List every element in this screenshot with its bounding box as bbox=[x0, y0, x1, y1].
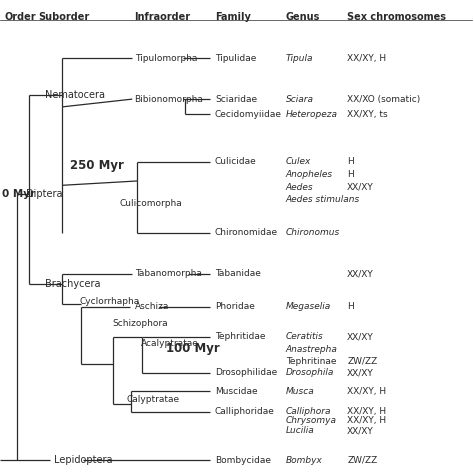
Text: ZW/ZZ: ZW/ZZ bbox=[347, 456, 377, 465]
Text: XX/XO (somatic): XX/XO (somatic) bbox=[347, 95, 420, 104]
Text: Tipulomorpha: Tipulomorpha bbox=[135, 54, 197, 63]
Text: Nematocera: Nematocera bbox=[45, 90, 105, 100]
Text: XX/XY, H: XX/XY, H bbox=[347, 417, 386, 426]
Text: Sex chromosomes: Sex chromosomes bbox=[347, 12, 446, 22]
Text: Cyclorrhapha: Cyclorrhapha bbox=[79, 297, 140, 306]
Text: Tephritidae: Tephritidae bbox=[215, 332, 265, 341]
Text: XX/XY: XX/XY bbox=[347, 183, 374, 192]
Text: Culex: Culex bbox=[286, 157, 311, 166]
Text: Drosophilidae: Drosophilidae bbox=[215, 368, 277, 377]
Text: 100 Myr: 100 Myr bbox=[166, 342, 220, 355]
Text: 250 Myr: 250 Myr bbox=[70, 159, 124, 173]
Text: Bibionomorpha: Bibionomorpha bbox=[135, 95, 203, 104]
Text: Diptera: Diptera bbox=[26, 189, 63, 199]
Text: Tabanidae: Tabanidae bbox=[215, 269, 261, 278]
Text: Family: Family bbox=[215, 12, 251, 22]
Text: XX/XY: XX/XY bbox=[347, 427, 374, 436]
Text: Lepidoptera: Lepidoptera bbox=[55, 455, 113, 465]
Text: Order: Order bbox=[5, 12, 36, 22]
Text: Tipulidae: Tipulidae bbox=[215, 54, 256, 63]
Text: XX/XY: XX/XY bbox=[347, 332, 374, 341]
Text: Infraorder: Infraorder bbox=[135, 12, 191, 22]
Text: Tephritinae: Tephritinae bbox=[286, 356, 336, 365]
Text: Chrysomya: Chrysomya bbox=[286, 417, 337, 426]
Text: Sciara: Sciara bbox=[286, 95, 314, 104]
Text: Megaselia: Megaselia bbox=[286, 302, 331, 311]
Text: XX/XY, H: XX/XY, H bbox=[347, 387, 386, 396]
Text: Lucilia: Lucilia bbox=[286, 427, 315, 436]
Text: Heteropeza: Heteropeza bbox=[286, 109, 338, 118]
Text: XX/XY, ts: XX/XY, ts bbox=[347, 109, 388, 118]
Text: H: H bbox=[347, 170, 354, 179]
Text: Schizophora: Schizophora bbox=[112, 319, 168, 328]
Text: H: H bbox=[347, 157, 354, 166]
Text: Anopheles: Anopheles bbox=[286, 170, 333, 179]
Text: Tabanomorpha: Tabanomorpha bbox=[135, 269, 201, 278]
Text: Brachycera: Brachycera bbox=[45, 279, 100, 290]
Text: Culicidae: Culicidae bbox=[215, 157, 256, 166]
Text: Cecidomyiidae: Cecidomyiidae bbox=[215, 109, 282, 118]
Text: XX/XY: XX/XY bbox=[347, 368, 374, 377]
Text: Calliphora: Calliphora bbox=[286, 407, 331, 416]
Text: ZW/ZZ: ZW/ZZ bbox=[347, 356, 377, 365]
Text: Ceratitis: Ceratitis bbox=[286, 332, 324, 341]
Text: Bombycidae: Bombycidae bbox=[215, 456, 271, 465]
Text: Chironomidae: Chironomidae bbox=[215, 228, 278, 237]
Text: XX/XY: XX/XY bbox=[347, 269, 374, 278]
Text: H: H bbox=[347, 302, 354, 311]
Text: Acalyptratae: Acalyptratae bbox=[141, 339, 199, 348]
Text: Calyptratae: Calyptratae bbox=[127, 395, 180, 404]
Text: Chironomus: Chironomus bbox=[286, 228, 340, 237]
Text: Phoridae: Phoridae bbox=[215, 302, 255, 311]
Text: Musca: Musca bbox=[286, 387, 315, 396]
Text: XX/XY, H: XX/XY, H bbox=[347, 54, 386, 63]
Text: Muscidae: Muscidae bbox=[215, 387, 257, 396]
Text: Genus: Genus bbox=[286, 12, 320, 22]
Text: Bombyx: Bombyx bbox=[286, 456, 323, 465]
Text: Suborder: Suborder bbox=[38, 12, 89, 22]
Text: Tipula: Tipula bbox=[286, 54, 313, 63]
Text: Aedes stimulans: Aedes stimulans bbox=[286, 195, 360, 203]
Text: Culicomorpha: Culicomorpha bbox=[119, 199, 182, 208]
Text: Anastrepha: Anastrepha bbox=[286, 345, 337, 354]
Text: 0 Myr: 0 Myr bbox=[2, 189, 36, 199]
Text: Aedes: Aedes bbox=[286, 183, 313, 192]
Text: Drosophila: Drosophila bbox=[286, 368, 334, 377]
Text: Aschiza: Aschiza bbox=[135, 302, 169, 311]
Text: Calliphoridae: Calliphoridae bbox=[215, 407, 275, 416]
Text: XX/XY, H: XX/XY, H bbox=[347, 407, 386, 416]
Text: Sciaridae: Sciaridae bbox=[215, 95, 257, 104]
